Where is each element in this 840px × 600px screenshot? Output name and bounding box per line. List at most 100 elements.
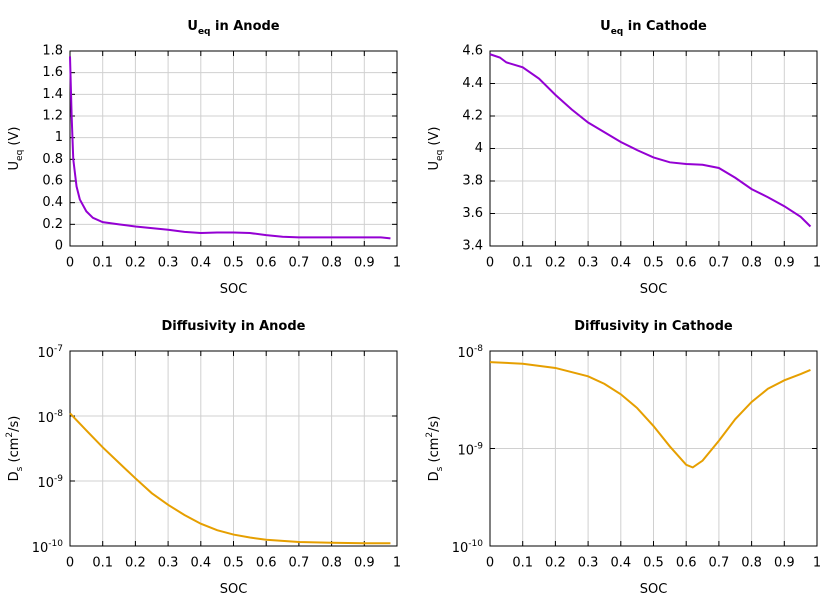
y-axis-label-part: s xyxy=(435,466,445,471)
y-tick-label-part: 10 xyxy=(457,443,474,458)
x-tick-label: 0.6 xyxy=(256,556,277,571)
y-tick-label: 10-10 xyxy=(452,539,484,556)
y-tick-label-part: 10 xyxy=(37,411,54,426)
y-tick-label-part: 10 xyxy=(457,346,474,361)
chart-title-part: eq xyxy=(198,27,211,37)
y-tick-label-part: -7 xyxy=(54,344,63,354)
y-tick-label-part: 10 xyxy=(32,541,49,556)
x-tick-label: 0.8 xyxy=(321,256,342,271)
x-tick-label: 0.4 xyxy=(610,256,631,271)
x-axis-label: SOC xyxy=(220,282,248,297)
x-tick-label: 0.6 xyxy=(676,256,697,271)
y-axis-label-part: eq xyxy=(15,150,25,161)
x-tick-label: 0.2 xyxy=(125,256,146,271)
x-tick-label: 1 xyxy=(813,556,821,571)
y-axis-label-part: (V) xyxy=(7,127,22,150)
x-tick-label: 0.1 xyxy=(92,556,113,571)
y-axis-label-part: s xyxy=(15,466,25,471)
x-tick-label: 0.7 xyxy=(709,256,730,271)
y-axis-label-part: D xyxy=(427,471,442,481)
y-tick-label: 10-8 xyxy=(37,409,63,426)
y-tick-label-part: -8 xyxy=(54,409,63,419)
x-axis-label-part: SOC xyxy=(640,582,668,597)
chart-title-part: in Cathode xyxy=(623,19,707,34)
x-tick-label: 0 xyxy=(66,256,74,271)
line xyxy=(69,56,391,240)
x-tick-label: 0.7 xyxy=(289,556,310,571)
y-tick-label: 1.8 xyxy=(42,44,63,59)
y-tick-label: 1.2 xyxy=(42,109,63,124)
x-tick-label: 0.8 xyxy=(741,256,762,271)
x-tick-label: 0.5 xyxy=(643,256,664,271)
x-tick-label: 0.1 xyxy=(512,556,533,571)
plot-frame xyxy=(489,350,818,547)
x-tick-label: 0.4 xyxy=(190,556,211,571)
x-tick-label: 1 xyxy=(393,256,401,271)
x-tick-label: 0.7 xyxy=(709,556,730,571)
x-tick-label: 0.5 xyxy=(643,556,664,571)
y-tick-label-part: 10 xyxy=(37,476,54,491)
y-tick-label: 10-9 xyxy=(37,474,63,491)
line xyxy=(489,53,812,228)
line xyxy=(489,361,811,469)
y-tick-label: 0 xyxy=(55,239,63,254)
y-tick-label: 3.4 xyxy=(462,239,483,254)
x-tick-label: 0.2 xyxy=(545,256,566,271)
x-tick-label: 0 xyxy=(486,256,494,271)
x-tick-label: 0.9 xyxy=(774,556,795,571)
y-tick-label: 10-10 xyxy=(32,539,64,556)
x-tick-label: 0.8 xyxy=(741,556,762,571)
x-tick-label: 0 xyxy=(486,556,494,571)
x-tick-label: 0.9 xyxy=(774,256,795,271)
plot-frame xyxy=(489,50,818,247)
chart-title-part: in Anode xyxy=(210,19,279,34)
chart-title: Ueq in Anode xyxy=(187,19,279,37)
y-axis-label: Ds (cm2/s) xyxy=(5,416,25,482)
x-axis-label: SOC xyxy=(640,282,668,297)
y-axis-label-part: U xyxy=(427,161,442,171)
x-tick-label: 0.2 xyxy=(545,556,566,571)
y-axis-label: Ueq (V) xyxy=(427,127,445,171)
y-tick-label: 10-7 xyxy=(37,344,63,361)
y-axis-label-part: 2 xyxy=(5,432,15,438)
y-tick-label: 10-8 xyxy=(457,344,483,361)
y-tick-label-part: -10 xyxy=(468,539,483,549)
y-axis-label-part: /s) xyxy=(427,416,442,432)
y-axis-label-part: D xyxy=(7,471,22,481)
y-axis-label-part: (cm xyxy=(427,438,442,467)
x-tick-label: 0.8 xyxy=(321,556,342,571)
chart-title-part: U xyxy=(600,19,611,34)
chart-title-part: eq xyxy=(611,27,624,37)
x-tick-label: 0.2 xyxy=(125,556,146,571)
plot-frame xyxy=(69,50,398,247)
chart-title: Diffusivity in Cathode xyxy=(574,319,733,334)
y-tick-label-part: -9 xyxy=(474,441,483,451)
chart-title-part: Diffusivity in Anode xyxy=(162,319,306,334)
y-tick-label: 0.6 xyxy=(42,174,63,189)
y-tick-label-part: 10 xyxy=(37,346,54,361)
y-axis-label-part: 2 xyxy=(425,432,435,438)
y-axis-label-part: /s) xyxy=(7,416,22,432)
x-tick-label: 0 xyxy=(66,556,74,571)
x-tick-label: 1 xyxy=(813,256,821,271)
y-axis-label-part: (V) xyxy=(427,127,442,150)
y-axis-label: Ueq (V) xyxy=(7,127,25,171)
y-tick-label: 0.2 xyxy=(42,217,63,232)
x-tick-label: 0.9 xyxy=(354,556,375,571)
y-axis-label-part: U xyxy=(7,161,22,171)
line xyxy=(69,412,391,545)
chart-title: Ueq in Cathode xyxy=(600,19,707,37)
y-tick-label: 10-9 xyxy=(457,441,483,458)
chart-title: Diffusivity in Anode xyxy=(162,319,306,334)
y-tick-label: 1.4 xyxy=(42,87,63,102)
x-tick-label: 0.1 xyxy=(92,256,113,271)
y-axis-label-part: eq xyxy=(435,150,445,161)
x-tick-label: 0.3 xyxy=(158,256,179,271)
x-tick-label: 0.5 xyxy=(223,556,244,571)
x-tick-label: 0.6 xyxy=(676,556,697,571)
x-tick-label: 0.1 xyxy=(512,256,533,271)
plot-frame xyxy=(69,350,398,547)
chart-title-part: U xyxy=(187,19,198,34)
x-tick-label: 0.3 xyxy=(578,556,599,571)
